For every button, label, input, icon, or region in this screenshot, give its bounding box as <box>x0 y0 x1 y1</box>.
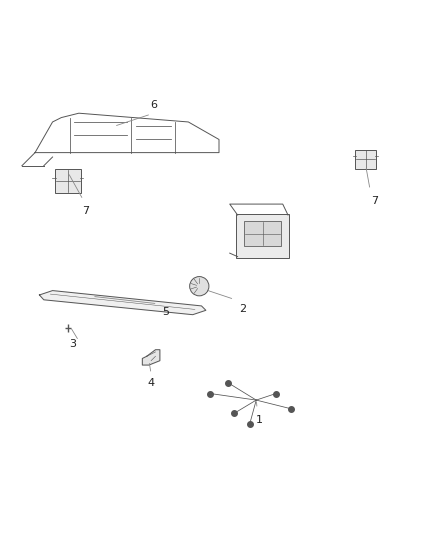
Text: 3: 3 <box>70 340 77 350</box>
Polygon shape <box>39 290 206 314</box>
Polygon shape <box>142 350 160 365</box>
Text: 7: 7 <box>371 196 378 206</box>
Text: 2: 2 <box>239 304 246 314</box>
Text: 7: 7 <box>82 206 89 216</box>
FancyBboxPatch shape <box>244 221 281 246</box>
Circle shape <box>190 277 209 296</box>
Text: 5: 5 <box>162 307 169 317</box>
FancyBboxPatch shape <box>237 214 289 258</box>
Text: 6: 6 <box>150 100 157 110</box>
Text: 4: 4 <box>148 378 155 388</box>
FancyBboxPatch shape <box>355 150 376 169</box>
Text: 1: 1 <box>256 415 263 425</box>
FancyBboxPatch shape <box>55 169 81 193</box>
